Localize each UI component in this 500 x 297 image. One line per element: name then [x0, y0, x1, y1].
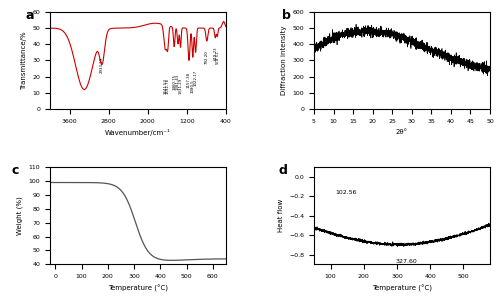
- Text: 1157.38: 1157.38: [187, 72, 191, 88]
- Text: 1022.17: 1022.17: [194, 70, 198, 86]
- Text: 1381.43: 1381.43: [176, 73, 180, 90]
- Text: d: d: [279, 164, 287, 177]
- Y-axis label: Diffraction intensity: Diffraction intensity: [281, 26, 287, 95]
- X-axis label: 2θ°: 2θ°: [396, 129, 408, 135]
- Text: 578.51: 578.51: [216, 50, 220, 64]
- Text: a: a: [26, 9, 34, 22]
- X-axis label: Temperature (°C): Temperature (°C): [372, 285, 432, 292]
- Text: 1460.75: 1460.75: [172, 74, 176, 90]
- Text: 1592.76: 1592.76: [166, 78, 170, 94]
- Text: 2933.19: 2933.19: [100, 57, 104, 73]
- Text: 1080.5: 1080.5: [191, 79, 195, 93]
- X-axis label: Wavenumber/cm⁻¹: Wavenumber/cm⁻¹: [105, 129, 171, 136]
- Text: 327.60: 327.60: [396, 260, 417, 264]
- Text: b: b: [282, 9, 291, 22]
- Text: 792.20: 792.20: [205, 50, 209, 64]
- Text: 619.23: 619.23: [214, 47, 218, 60]
- Y-axis label: Weight (%): Weight (%): [16, 196, 23, 235]
- Text: 1331.29: 1331.29: [178, 78, 182, 94]
- X-axis label: Temperature (°C): Temperature (°C): [108, 285, 168, 292]
- Y-axis label: Transmittance/%: Transmittance/%: [21, 31, 27, 90]
- Text: c: c: [12, 164, 18, 177]
- Text: 1641.53: 1641.53: [164, 78, 168, 94]
- Text: 102.56: 102.56: [336, 189, 357, 195]
- Y-axis label: Heat flow: Heat flow: [278, 199, 283, 233]
